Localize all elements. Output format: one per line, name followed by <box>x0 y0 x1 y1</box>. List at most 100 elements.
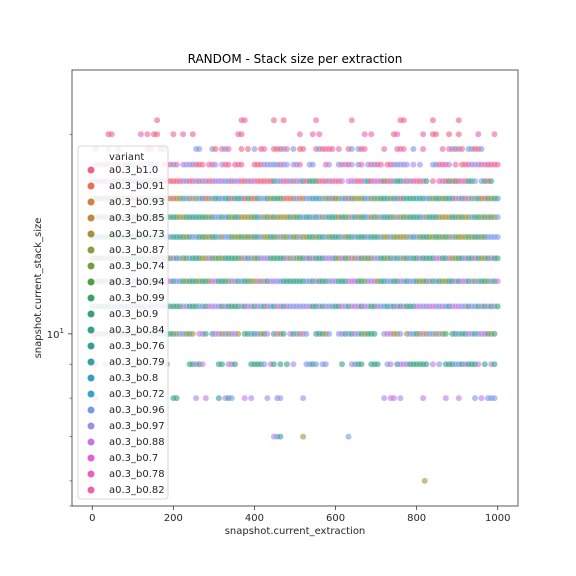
scatter-point <box>495 162 501 168</box>
scatter-point <box>349 117 355 123</box>
scatter-point <box>226 162 232 168</box>
legend-label: a0.3_b0.76 <box>109 341 165 352</box>
scatter-point <box>495 214 501 220</box>
x-tick-label: 800 <box>407 513 426 524</box>
scatter-point <box>391 395 397 401</box>
scatter-point <box>423 361 429 367</box>
scatter-point <box>245 146 251 152</box>
legend-label: a0.3_b0.84 <box>109 325 165 336</box>
scatter-point <box>446 131 452 137</box>
scatter-point <box>495 196 501 202</box>
x-axis-label: snapshot.current_extraction <box>225 526 366 537</box>
scatter-point <box>239 131 245 137</box>
scatter-point <box>242 395 248 401</box>
legend-label: a0.3_b0.79 <box>109 357 165 368</box>
scatter-point <box>284 162 290 168</box>
scatter-point <box>271 117 277 123</box>
legend-marker <box>88 263 95 270</box>
scatter-point <box>226 146 232 152</box>
legend-label: a0.3_b0.85 <box>109 213 165 224</box>
legend-label: a0.3_b0.97 <box>109 421 165 432</box>
scatter-point <box>456 117 462 123</box>
scatter-point <box>239 146 245 152</box>
scatter-point <box>433 131 439 137</box>
scatter-point <box>213 146 219 152</box>
scatter-point <box>216 395 222 401</box>
scatter-point <box>200 361 206 367</box>
scatter-point <box>459 146 465 152</box>
scatter-point <box>303 331 309 337</box>
scatter-point <box>323 361 329 367</box>
legend-label: a0.3_b0.82 <box>109 485 165 496</box>
scatter-point <box>193 395 199 401</box>
legend-marker <box>88 231 95 238</box>
scatter-point <box>277 395 283 401</box>
scatter-point <box>359 162 365 168</box>
scatter-point <box>144 131 150 137</box>
scatter-point <box>381 395 387 401</box>
scatter-point <box>252 146 258 152</box>
scatter-point <box>297 162 303 168</box>
legend-marker <box>88 375 95 382</box>
scatter-point <box>313 361 319 367</box>
scatter-point <box>310 131 316 137</box>
scatter-point <box>475 361 481 367</box>
scatter-point <box>271 361 277 367</box>
scatter-point <box>339 361 345 367</box>
legend-label: a0.3_b0.88 <box>109 437 165 448</box>
scatter-point <box>479 146 485 152</box>
scatter-point <box>339 178 345 184</box>
y-axis-label: snapshot.current_stack_size <box>33 218 44 359</box>
scatter-point <box>190 331 196 337</box>
scatter-point <box>232 361 238 367</box>
scatter-point <box>138 131 144 137</box>
legend-label: a0.3_b0.99 <box>109 293 165 304</box>
scatter-point <box>284 361 290 367</box>
legend-marker <box>88 311 95 318</box>
scatter-point <box>219 361 225 367</box>
scatter-point <box>359 361 365 367</box>
scatter-point <box>326 331 332 337</box>
legend-marker <box>88 455 95 462</box>
scatter-point <box>479 395 485 401</box>
legend-marker <box>88 247 95 254</box>
scatter-point <box>336 146 342 152</box>
scatter-point <box>264 331 270 337</box>
scatter-point <box>492 395 498 401</box>
scatter-point <box>242 117 248 123</box>
scatter-point <box>248 395 254 401</box>
scatter-point <box>495 234 501 240</box>
scatter-point <box>368 131 374 137</box>
legend-marker <box>88 407 95 414</box>
scatter-point <box>443 331 449 337</box>
legend-marker <box>88 359 95 366</box>
legend-marker <box>88 391 95 398</box>
scatter-point <box>200 162 206 168</box>
scatter-point <box>349 146 355 152</box>
legend-label: a0.3_b0.94 <box>109 277 165 288</box>
scatter-point <box>446 162 452 168</box>
scatter-point <box>235 331 241 337</box>
legend-marker <box>88 167 95 174</box>
scatter-point <box>456 395 462 401</box>
scatter-point <box>170 131 176 137</box>
legend-title: variant <box>109 152 144 163</box>
scatter-point <box>300 434 306 440</box>
scatter-point <box>397 395 403 401</box>
scatter-point <box>495 278 501 284</box>
scatter-point <box>401 117 407 123</box>
scatter-point <box>492 361 498 367</box>
scatter-point <box>362 131 368 137</box>
scatter-point <box>420 131 426 137</box>
scatter-point <box>375 361 381 367</box>
scatter-point <box>300 146 306 152</box>
legend-label: a0.3_b0.87 <box>109 245 165 256</box>
scatter-point <box>109 131 115 137</box>
legend-marker <box>88 215 95 222</box>
scatter-point <box>410 162 416 168</box>
scatter-point <box>430 361 436 367</box>
chart-title: RANDOM - Stack size per extraction <box>188 52 403 66</box>
legend-marker <box>88 423 95 430</box>
scatter-point <box>203 331 209 337</box>
scatter-point <box>316 131 322 137</box>
